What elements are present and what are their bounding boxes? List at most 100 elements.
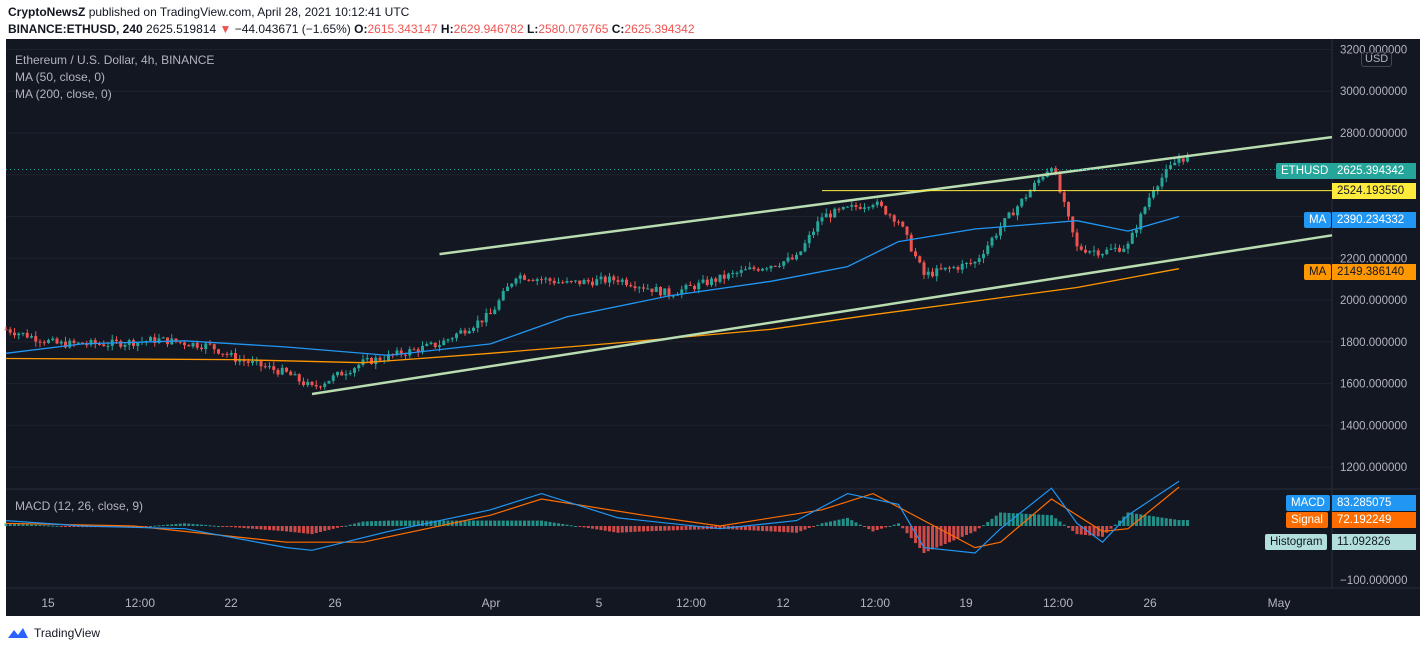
histogram-bar <box>625 526 628 533</box>
candle <box>935 268 939 277</box>
histogram-bar <box>493 520 497 526</box>
candle <box>557 282 560 284</box>
histogram-bar <box>535 520 539 526</box>
histogram-bar <box>871 526 875 532</box>
candle <box>1126 243 1130 249</box>
histogram-bar <box>782 526 786 533</box>
candle <box>217 349 220 354</box>
open-label: O: <box>354 22 368 36</box>
histogram-bar <box>395 520 399 526</box>
candle <box>718 274 722 282</box>
candle <box>1016 206 1019 216</box>
histogram-bar <box>612 526 616 533</box>
histogram-bar <box>1079 526 1083 535</box>
histogram-bar <box>144 526 148 527</box>
histogram-bar <box>200 524 203 526</box>
histogram-bar <box>884 526 888 528</box>
candle <box>693 286 696 290</box>
histogram-bar <box>1135 513 1138 526</box>
candle <box>59 341 63 344</box>
ma200-line <box>5 268 1180 364</box>
histogram-bar <box>1071 526 1075 531</box>
ma200-price-tag: 2149.386140 <box>1332 264 1416 280</box>
histogram-bar <box>153 525 157 527</box>
candle <box>344 374 348 376</box>
legend-ma200[interactable]: MA (200, close, 0) <box>15 87 112 101</box>
histogram-bar <box>323 526 327 531</box>
candle <box>761 268 764 271</box>
histogram-bar <box>357 522 361 526</box>
histogram-bar <box>603 526 607 531</box>
candle <box>535 279 539 282</box>
histogram-bar <box>846 517 849 526</box>
candle <box>132 340 135 346</box>
histogram-bar <box>314 526 318 534</box>
candle <box>280 367 284 375</box>
candle <box>480 320 484 323</box>
histogram-bar <box>416 520 420 526</box>
histogram-bar <box>591 526 594 529</box>
candle <box>21 332 25 334</box>
histogram-bar <box>1016 513 1019 526</box>
histogram-bar <box>595 526 599 530</box>
histogram-bar <box>429 520 433 526</box>
candle <box>939 268 943 270</box>
candle <box>149 337 152 342</box>
time-tick-label: 5 <box>596 596 603 610</box>
currency-label[interactable]: USD <box>1361 52 1393 67</box>
histogram-bar <box>582 526 586 528</box>
candle <box>246 361 250 363</box>
candle <box>863 207 866 209</box>
publisher-name[interactable]: CryptoNewsZ <box>8 5 86 19</box>
histogram-bar <box>850 520 854 526</box>
candle <box>612 276 616 281</box>
histogram-bar <box>459 520 463 526</box>
histogram-bar <box>55 525 59 527</box>
candle <box>442 340 446 346</box>
candle <box>327 380 331 384</box>
close-value: 2625.394342 <box>624 22 695 36</box>
candle <box>986 245 990 254</box>
histogram-bar <box>616 526 620 533</box>
candle <box>238 359 242 362</box>
histogram-bar <box>25 524 29 526</box>
histogram-bar <box>888 526 892 527</box>
overlays <box>5 135 1333 396</box>
candle <box>807 234 811 244</box>
histogram-bar <box>812 526 815 527</box>
histogram-bar <box>1147 515 1151 526</box>
histogram-bar <box>952 526 956 541</box>
candle <box>47 340 50 343</box>
tradingview-logo[interactable]: TradingView <box>6 626 100 640</box>
candle <box>603 276 607 283</box>
candle <box>30 336 33 338</box>
time-tick-label: 26 <box>328 596 342 610</box>
histogram-bar <box>540 520 543 526</box>
candle <box>378 357 382 361</box>
histogram-bar <box>442 520 446 526</box>
candle <box>837 208 841 210</box>
candle <box>34 336 38 342</box>
candle <box>527 279 531 281</box>
time-tick-label: 12:00 <box>125 596 155 610</box>
candle <box>846 206 849 208</box>
legend-ma50[interactable]: MA (50, close, 0) <box>15 70 106 84</box>
histogram-bar <box>4 523 8 526</box>
histogram-bar <box>149 526 152 527</box>
histogram-bar <box>897 523 900 526</box>
histogram-bar <box>370 521 373 526</box>
histogram-bar <box>13 523 16 526</box>
candle <box>625 279 628 286</box>
histogram-bar <box>446 520 450 526</box>
histogram-bar <box>391 520 395 526</box>
legend-macd[interactable]: MACD (12, 26, close, 9) <box>15 499 144 513</box>
histogram-bar <box>548 521 552 526</box>
histogram-bar <box>761 526 764 531</box>
histogram-bar <box>901 526 905 529</box>
candle <box>76 342 80 344</box>
histogram-bar <box>68 526 72 527</box>
symbol-name: BINANCE:ETHUSD, 240 <box>8 22 143 36</box>
candle <box>608 276 611 283</box>
candle <box>1186 155 1189 162</box>
